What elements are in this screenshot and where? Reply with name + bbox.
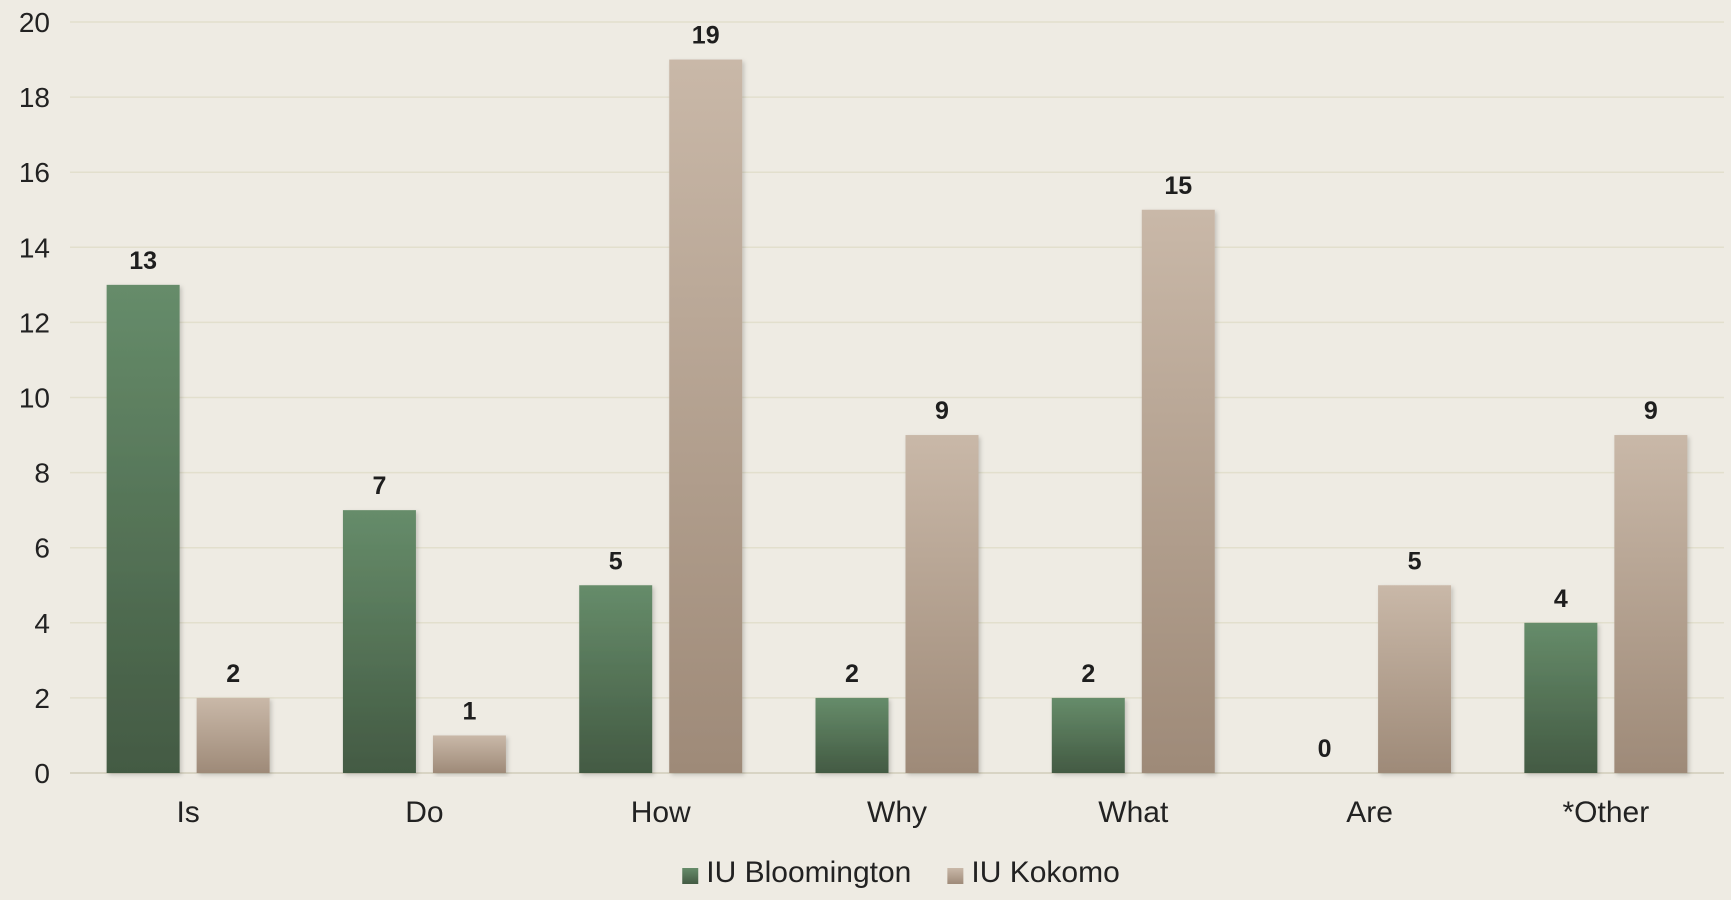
data-label: 19 (692, 22, 720, 50)
x-category-label: *Other (1562, 796, 1649, 829)
x-category-label: Is (176, 796, 199, 829)
data-label: 2 (845, 660, 859, 688)
y-tick-label: 4 (34, 608, 50, 639)
legend-item: IU Kokomo (947, 856, 1120, 889)
y-tick-label: 14 (19, 232, 50, 263)
y-tick-label: 16 (19, 157, 50, 188)
data-label: 0 (1318, 735, 1332, 763)
data-label: 5 (609, 547, 623, 575)
x-category-label: What (1098, 796, 1169, 829)
bar-series1 (579, 585, 653, 773)
bar-series2 (1141, 209, 1215, 773)
bar-series1 (815, 697, 889, 773)
bar-series2 (196, 697, 270, 773)
bar-series2 (1614, 435, 1688, 773)
data-label: 9 (1644, 397, 1658, 425)
y-tick-label: 2 (34, 683, 50, 714)
x-category-label: Are (1346, 796, 1393, 829)
data-label: 15 (1164, 172, 1192, 200)
bar-series1 (1051, 697, 1125, 773)
y-axis-tick-labels: 0 2 4 6 8 10 12 14 16 18 20 (19, 7, 50, 789)
legend-label: IU Kokomo (971, 856, 1119, 889)
bar-series1 (342, 510, 416, 773)
data-label: 13 (129, 247, 157, 275)
legend-swatch (682, 868, 699, 884)
gridlines (70, 21, 1724, 774)
data-label: 2 (1081, 660, 1095, 688)
bar-series1 (106, 284, 180, 773)
bar-series2 (905, 435, 979, 773)
data-label: 7 (372, 472, 386, 500)
bar-series2 (1378, 585, 1452, 773)
x-axis-category-labels: Is Do How Why What Are *Other (176, 796, 1649, 829)
x-category-label: Why (867, 796, 927, 829)
legend: IU Bloomington IU Kokomo (682, 856, 1120, 889)
legend-swatch (947, 868, 964, 884)
y-tick-label: 6 (34, 533, 50, 564)
x-category-label: Do (405, 796, 443, 829)
y-tick-label: 8 (34, 458, 50, 489)
x-category-label: How (631, 796, 691, 829)
legend-label: IU Bloomington (706, 856, 911, 889)
data-label: 2 (226, 660, 240, 688)
data-label: 1 (462, 697, 476, 725)
y-tick-label: 18 (19, 82, 50, 113)
bar-series2 (432, 735, 506, 773)
y-tick-label: 12 (19, 307, 50, 338)
bar-series1 (1524, 622, 1598, 773)
bar-series2 (669, 59, 743, 774)
data-label: 5 (1408, 547, 1422, 575)
data-label: 9 (935, 397, 949, 425)
legend-item: IU Bloomington (682, 856, 911, 889)
y-tick-label: 20 (19, 7, 50, 38)
bars (106, 59, 1688, 774)
y-tick-label: 0 (34, 758, 50, 789)
y-tick-label: 10 (19, 383, 50, 414)
data-label: 4 (1554, 585, 1568, 613)
